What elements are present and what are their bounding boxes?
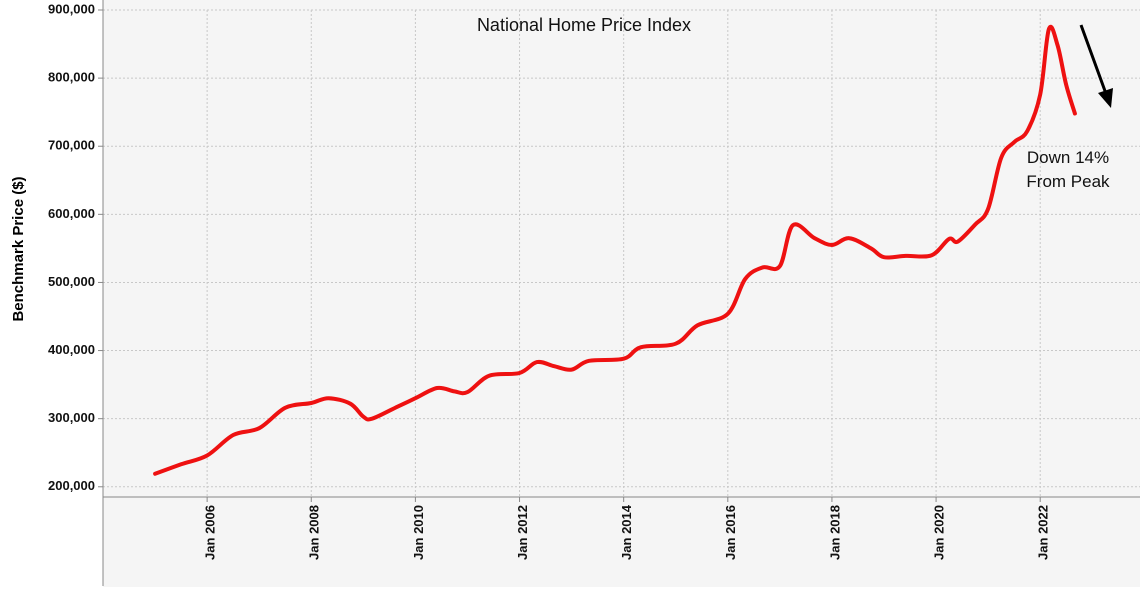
- x-tick-label: Jan 2014: [619, 504, 634, 560]
- x-tick-label: Jan 2022: [1036, 505, 1051, 560]
- x-tick-label: Jan 2006: [203, 505, 218, 560]
- y-axis-ticks: 200,000 300,000 400,000 500,000 600,000 700,0…: [48, 1, 103, 493]
- y-tick-label: 200,000: [48, 478, 95, 493]
- chart-title: National Home Price Index: [477, 15, 691, 35]
- x-tick-label: Jan 2010: [411, 505, 426, 560]
- y-tick-label: 400,000: [48, 342, 95, 357]
- y-axis-title: Benchmark Price ($): [10, 176, 27, 321]
- y-tick-label: 900,000: [48, 1, 95, 16]
- annotation-line-1: Down 14%: [1027, 148, 1109, 167]
- down-arrow: [1079, 24, 1113, 108]
- y-tick-label: 600,000: [48, 206, 95, 221]
- x-tick-label: Jan 2018: [827, 505, 842, 560]
- y-tick-label: 800,000: [48, 70, 95, 85]
- arrow-head: [1098, 88, 1113, 108]
- x-tick-label: Jan 2016: [723, 505, 738, 560]
- series-line-home-price: [153, 24, 1077, 476]
- x-axis-ticks: Jan 2006 Jan 2008 Jan 2010 Jan 2012 Jan 2014…: [203, 497, 1051, 560]
- plot-background: [103, 0, 1140, 497]
- y-tick-label: 300,000: [48, 410, 95, 425]
- y-tick-label: 500,000: [48, 274, 95, 289]
- arrow-shaft: [1079, 24, 1107, 92]
- annotation-line-2: From Peak: [1026, 172, 1110, 191]
- x-tick-label: Jan 2008: [307, 505, 322, 560]
- x-axis-band: [103, 497, 1140, 587]
- x-tick-label: Jan 2020: [932, 505, 947, 560]
- x-tick-label: Jan 2012: [515, 505, 530, 560]
- y-tick-label: 700,000: [48, 138, 95, 153]
